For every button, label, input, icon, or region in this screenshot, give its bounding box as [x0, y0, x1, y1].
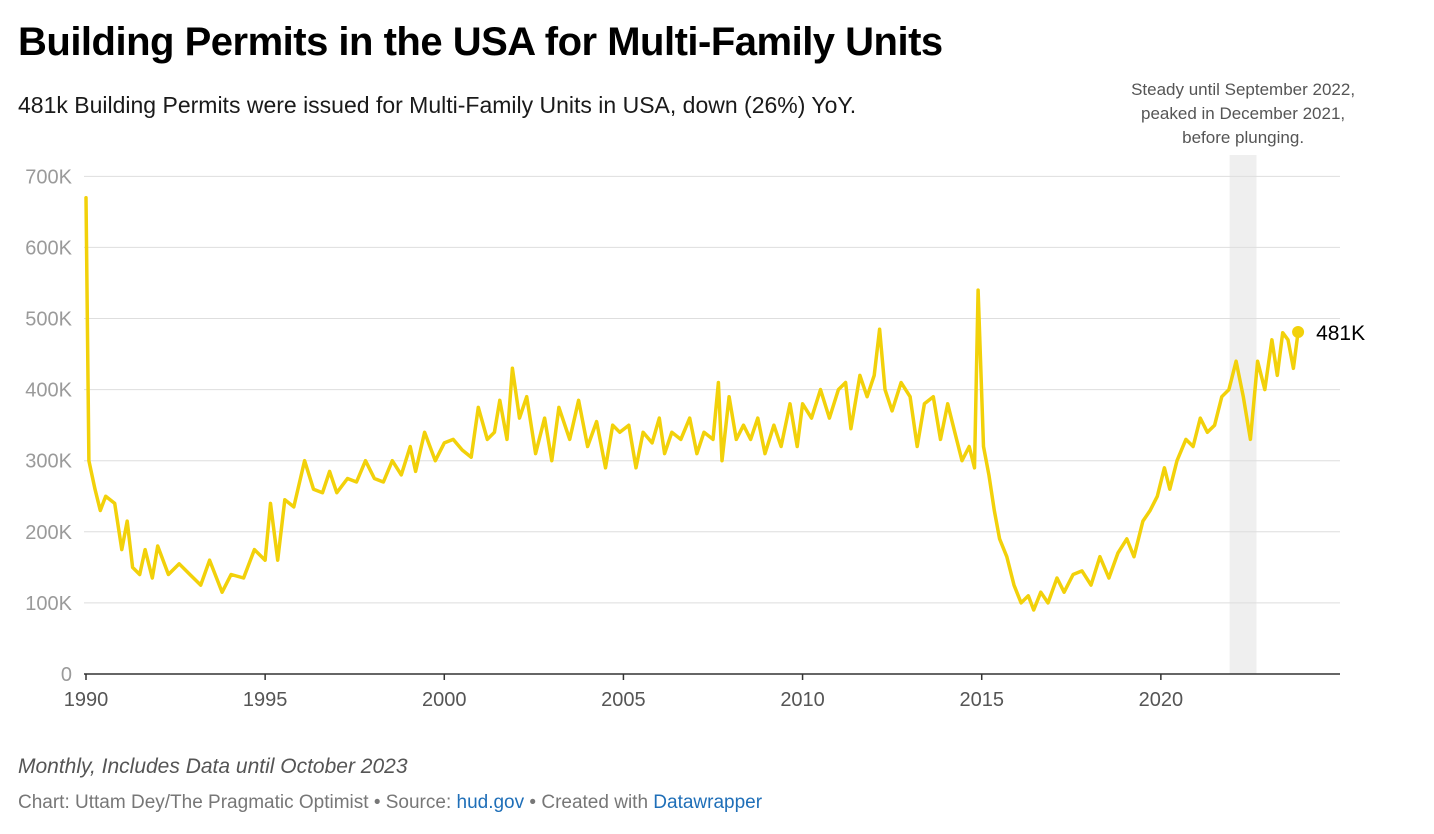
end-value-label: 481K	[1316, 322, 1365, 345]
x-tick-label: 2010	[780, 689, 825, 711]
x-tick-label: 2000	[422, 689, 467, 711]
y-tick-label: 200K	[25, 522, 72, 544]
series-layer	[84, 195, 1300, 612]
y-tick-label: 600K	[25, 237, 72, 259]
x-tick-label: 1990	[64, 689, 109, 711]
axes: 0 100K 200K 300K 400K 500K 600K 700K 1990 1995 200…	[25, 166, 1340, 711]
y-tick-label: 300K	[25, 451, 72, 473]
source-link[interactable]: hud.gov	[456, 792, 525, 813]
chart-subtitle: 481k Building Permits were issued for Mu…	[18, 92, 857, 118]
x-tick-label: 2015	[959, 689, 1004, 711]
y-tick-label: 100K	[25, 593, 72, 615]
y-tick-label: 0	[61, 664, 72, 686]
chart-footer: Chart: Uttam Dey/The Pragmatic Optimist …	[18, 792, 762, 814]
annotation-text: before plunging.	[1182, 128, 1304, 147]
y-tick-label: 500K	[25, 309, 72, 331]
gridlines	[84, 175, 1340, 604]
y-tick-label: 400K	[25, 380, 72, 402]
x-tick-label: 2005	[601, 689, 646, 711]
annotation-text: peaked in December 2021,	[1141, 104, 1345, 123]
x-tick-label: 1995	[243, 689, 288, 711]
annotation-layer: 481K Steady until September 2022, peaked i…	[1131, 80, 1365, 345]
y-tick-label: 700K	[25, 166, 72, 188]
chart-title: Building Permits in the USA for Multi-Fa…	[18, 20, 943, 64]
series-line	[84, 195, 1300, 612]
footer-credit: Chart: Uttam Dey/The Pragmatic Optimist …	[18, 792, 457, 813]
footer-created-with: • Created with	[524, 792, 654, 813]
end-point	[1292, 326, 1305, 339]
annotation-text: Steady until September 2022,	[1131, 80, 1355, 99]
datawrapper-link[interactable]: Datawrapper	[653, 792, 763, 813]
chart-notes: Monthly, Includes Data until October 202…	[18, 755, 408, 778]
x-tick-label: 2020	[1139, 689, 1184, 711]
